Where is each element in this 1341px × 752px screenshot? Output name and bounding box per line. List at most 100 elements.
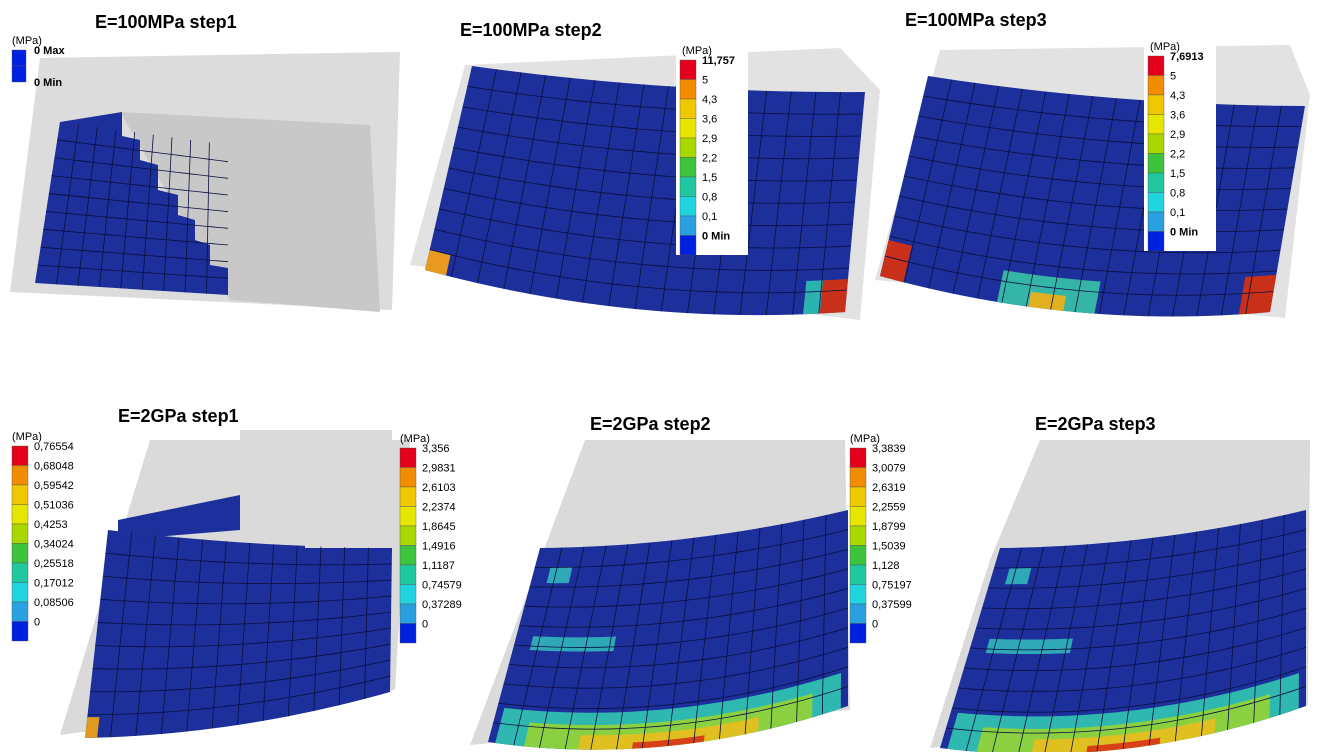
mesh-region <box>530 636 616 651</box>
legend-swatch <box>12 563 28 583</box>
legend-swatch <box>850 526 866 546</box>
legend-swatch <box>12 602 28 622</box>
legend-swatch <box>680 236 696 256</box>
legend-swatch <box>1148 134 1164 154</box>
legend-swatch <box>680 197 696 217</box>
legend-swatch <box>400 604 416 624</box>
legend-label: 0 <box>872 619 878 631</box>
panel-title: E=100MPa step3 <box>905 10 1047 30</box>
legend-label: 0,59542 <box>34 480 74 492</box>
legend-swatch <box>850 624 866 644</box>
mesh-region <box>986 638 1073 654</box>
legend-swatch <box>680 119 696 139</box>
legend-label: 3,3839 <box>872 443 906 455</box>
legend-label: 0,8 <box>1170 188 1185 200</box>
legend: (MPa)3,3562,98312,61032,23741,86451,4916… <box>400 433 462 643</box>
mesh-region <box>820 279 848 314</box>
legend-swatch <box>680 177 696 197</box>
legend-label: 1,128 <box>872 560 900 572</box>
legend-label: 2,9 <box>1170 129 1185 141</box>
legend-swatch <box>12 544 28 564</box>
legend-swatch <box>1148 56 1164 76</box>
legend-swatch <box>1148 193 1164 213</box>
legend-swatch <box>400 448 416 468</box>
legend-swatch <box>400 468 416 488</box>
legend-swatch <box>680 60 696 80</box>
legend-swatch <box>12 466 28 486</box>
legend: (MPa)0,765540,680480,595420,510360,42530… <box>12 431 74 641</box>
legend-label: 7,6913 <box>1170 51 1204 63</box>
mesh-region <box>1005 568 1031 585</box>
legend-swatch <box>680 99 696 119</box>
legend-label: 2,9 <box>702 133 717 145</box>
legend-label: 0,17012 <box>34 578 74 590</box>
legend-swatch <box>400 546 416 566</box>
legend-swatch <box>680 80 696 100</box>
legend-label: 3,356 <box>422 443 450 455</box>
legend-label: 1,5039 <box>872 541 906 553</box>
legend-label: 1,5 <box>1170 168 1185 180</box>
legend-swatch <box>850 448 866 468</box>
legend-swatch <box>400 487 416 507</box>
legend-label: 5 <box>702 75 708 87</box>
legend-label: 0 <box>422 619 428 631</box>
legend-label: 0,76554 <box>34 441 74 453</box>
legend-swatch <box>12 622 28 642</box>
legend-label: 2,6319 <box>872 482 906 494</box>
legend-swatch <box>12 66 26 82</box>
legend-label: 0,75197 <box>872 580 912 592</box>
legend-swatch <box>1148 115 1164 135</box>
legend-label: 0,25518 <box>34 558 74 570</box>
legend-swatch <box>1148 154 1164 174</box>
legend-swatch <box>400 565 416 585</box>
legend-label: 0,34024 <box>34 539 74 551</box>
panel-title: E=2GPa step3 <box>1035 414 1156 434</box>
legend-swatch <box>12 505 28 525</box>
legend-swatch <box>1148 76 1164 96</box>
legend-label: 2,2 <box>702 153 717 165</box>
legend-label: 0,37599 <box>872 599 912 611</box>
legend-label: 1,8645 <box>422 521 456 533</box>
mesh-region <box>85 717 99 738</box>
legend-swatch <box>680 138 696 158</box>
legend-swatch <box>1148 95 1164 115</box>
legend-label: 2,9831 <box>422 463 456 475</box>
legend-label: 0,8 <box>702 192 717 204</box>
legend-label: 3,0079 <box>872 463 906 475</box>
legend-swatch <box>400 507 416 527</box>
legend-swatch <box>850 487 866 507</box>
legend-swatch <box>1148 232 1164 252</box>
legend-label: 0,1 <box>1170 207 1185 219</box>
legend-label: 1,4916 <box>422 541 456 553</box>
legend: (MPa)11,75754,33,62,92,21,50,80,10 Min <box>676 45 748 255</box>
legend-label: 1,8799 <box>872 521 906 533</box>
legend-label: 0,74579 <box>422 580 462 592</box>
legend-label: 0,4253 <box>34 519 68 531</box>
legend-label: 0,08506 <box>34 597 74 609</box>
legend-label: 4,3 <box>702 94 717 106</box>
legend-swatch <box>1148 173 1164 193</box>
panel-title: E=100MPa step1 <box>95 12 237 32</box>
legend-swatch <box>680 216 696 236</box>
legend-swatch <box>850 507 866 527</box>
legend-swatch <box>12 50 26 66</box>
legend-swatch <box>850 468 866 488</box>
mesh-region <box>425 66 865 315</box>
panel-title: E=2GPa step2 <box>590 414 711 434</box>
legend-label: 0,37289 <box>422 599 462 611</box>
legend-label: 2,2 <box>1170 149 1185 161</box>
legend-swatch <box>850 565 866 585</box>
panel-title: E=2GPa step1 <box>118 406 239 426</box>
legend-label: 2,2374 <box>422 502 456 514</box>
legend-swatch <box>850 604 866 624</box>
legend-label: 0 Min <box>702 231 730 243</box>
legend-label: 1,5 <box>702 172 717 184</box>
legend-label: 3,6 <box>1170 110 1185 122</box>
legend: (MPa)3,38393,00792,63192,25591,87991,503… <box>850 433 912 643</box>
legend-label: 4,3 <box>1170 90 1185 102</box>
legend-swatch <box>400 526 416 546</box>
legend-swatch <box>12 524 28 544</box>
mesh-region <box>547 567 573 583</box>
legend-label: 0 Min <box>34 77 62 89</box>
